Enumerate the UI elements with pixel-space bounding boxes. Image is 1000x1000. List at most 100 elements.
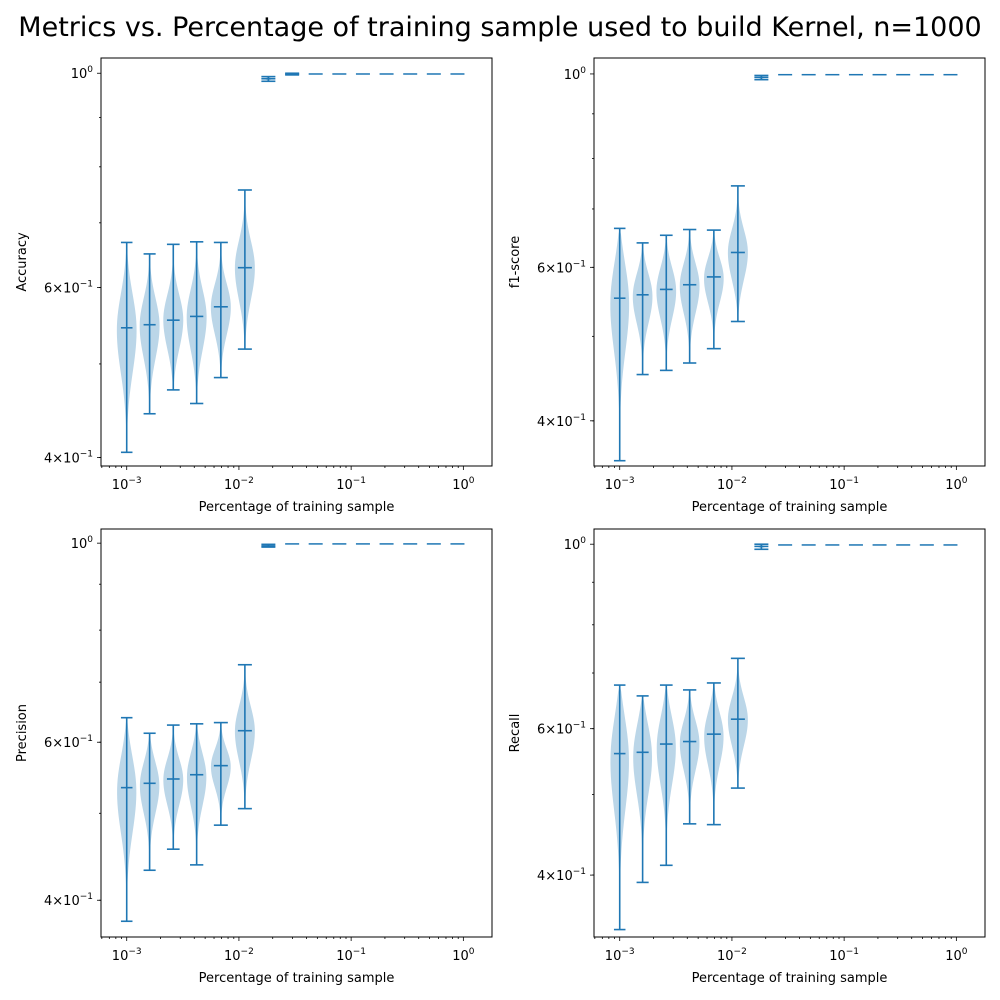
violin-8 bbox=[285, 72, 300, 76]
violin-bar bbox=[308, 73, 323, 75]
violin-10 bbox=[332, 73, 347, 75]
violin-15 bbox=[450, 73, 465, 75]
y-axis-label: f1-score bbox=[508, 236, 523, 288]
y-axis-label: Recall bbox=[508, 714, 523, 753]
x-axis-label: Percentage of training sample bbox=[692, 500, 888, 515]
violin-1 bbox=[116, 241, 137, 454]
x-axis-label: Percentage of training sample bbox=[199, 500, 395, 515]
violin-9 bbox=[801, 544, 816, 546]
violin-10 bbox=[825, 73, 840, 76]
y-tick-label: 6×10−1 bbox=[44, 734, 93, 751]
violin-bar bbox=[801, 73, 816, 76]
violin-5 bbox=[210, 241, 231, 379]
violin-bar bbox=[896, 544, 911, 546]
violin-6 bbox=[727, 185, 748, 323]
violin-13 bbox=[403, 73, 418, 75]
axes-frame bbox=[593, 57, 986, 467]
violin-7 bbox=[261, 543, 276, 548]
x-tick-label: 10−1 bbox=[336, 947, 366, 964]
violin-bar bbox=[778, 73, 793, 76]
y-tick-label: 6×10−1 bbox=[44, 279, 93, 296]
violin-bar bbox=[778, 544, 793, 546]
y-tick-label: 4×10−1 bbox=[537, 867, 586, 884]
violin-7 bbox=[754, 74, 769, 81]
violin-15 bbox=[943, 544, 958, 546]
violin-bar bbox=[332, 543, 347, 545]
violin-14 bbox=[426, 543, 441, 545]
violin-11 bbox=[848, 544, 863, 546]
violin-13 bbox=[896, 73, 911, 76]
violin-14 bbox=[426, 73, 441, 75]
axes-frame bbox=[100, 528, 493, 938]
x-axis-label: Percentage of training sample bbox=[692, 971, 888, 986]
violin-4 bbox=[679, 228, 700, 364]
violin-13 bbox=[896, 544, 911, 546]
violin-bar bbox=[943, 544, 958, 546]
x-tick-label: 10−2 bbox=[717, 476, 747, 493]
violin-15 bbox=[450, 543, 465, 545]
x-tick-label: 10−1 bbox=[336, 476, 366, 493]
violin-5 bbox=[704, 229, 724, 350]
y-tick-label: 4×10−1 bbox=[537, 413, 586, 430]
violin-14 bbox=[919, 73, 934, 76]
x-tick-label: 10−3 bbox=[605, 476, 635, 493]
violin-2 bbox=[139, 253, 160, 415]
violin-bar bbox=[403, 73, 418, 75]
chart-panel-2: 10−3 10−2 10−1 100 4×10−1 6×10−1 100 Percentage… bbox=[508, 57, 986, 515]
violin-bar bbox=[825, 73, 840, 76]
violin-bar bbox=[332, 73, 347, 75]
violin-6 bbox=[727, 657, 748, 789]
violin-5 bbox=[210, 721, 231, 826]
violin-bar bbox=[872, 544, 887, 546]
y-axis-label: Accuracy bbox=[15, 232, 30, 292]
violin-4 bbox=[186, 241, 207, 405]
violin-2 bbox=[633, 695, 653, 884]
x-tick-label: 100 bbox=[452, 476, 475, 493]
violin-3 bbox=[163, 243, 184, 391]
axes-frame bbox=[593, 528, 986, 938]
violin-bar bbox=[450, 543, 465, 545]
violin-14 bbox=[919, 544, 934, 546]
violin-7 bbox=[754, 543, 769, 551]
violin-9 bbox=[308, 543, 323, 545]
violin-8 bbox=[778, 73, 793, 76]
chart-panel-4: 10−3 10−2 10−1 100 4×10−1 6×10−1 100 Percentage… bbox=[508, 528, 986, 986]
violin-9 bbox=[308, 73, 323, 75]
violin-6 bbox=[234, 189, 255, 350]
violin-8 bbox=[285, 543, 300, 545]
violin-15 bbox=[943, 73, 958, 76]
violin-3 bbox=[656, 684, 676, 867]
violin-bar bbox=[403, 543, 418, 545]
y-tick-label: 4×10−1 bbox=[44, 892, 93, 909]
violin-1 bbox=[610, 684, 629, 931]
violin-bar bbox=[426, 543, 441, 545]
y-tick-label: 6×10−1 bbox=[537, 721, 586, 738]
violin-bar bbox=[919, 544, 934, 546]
violin-6 bbox=[234, 663, 255, 810]
y-tick-label: 100 bbox=[71, 535, 94, 552]
violin-bar bbox=[896, 73, 911, 76]
x-tick-label: 10−2 bbox=[717, 947, 747, 964]
violin-13 bbox=[403, 543, 418, 545]
violin-bar bbox=[943, 73, 958, 76]
x-tick-label: 100 bbox=[452, 947, 475, 964]
y-tick-label: 100 bbox=[564, 536, 587, 553]
y-tick-label: 4×10−1 bbox=[44, 450, 93, 467]
x-tick-label: 100 bbox=[945, 476, 968, 493]
violin-bar bbox=[848, 73, 863, 76]
x-tick-label: 10−1 bbox=[829, 947, 859, 964]
x-tick-label: 10−2 bbox=[224, 476, 254, 493]
violin-bar bbox=[801, 544, 816, 546]
violin-12 bbox=[872, 73, 887, 76]
violin-12 bbox=[872, 544, 887, 546]
violin-4 bbox=[186, 723, 207, 866]
violin-4 bbox=[679, 689, 700, 825]
x-tick-label: 100 bbox=[945, 947, 968, 964]
figure-title: Metrics vs. Percentage of training sampl… bbox=[18, 12, 982, 43]
x-tick-label: 10−2 bbox=[224, 947, 254, 964]
x-tick-label: 10−1 bbox=[829, 476, 859, 493]
violin-11 bbox=[355, 73, 370, 75]
violin-bar bbox=[355, 73, 370, 75]
y-tick-label: 6×10−1 bbox=[537, 259, 586, 276]
violin-bar bbox=[285, 543, 300, 545]
